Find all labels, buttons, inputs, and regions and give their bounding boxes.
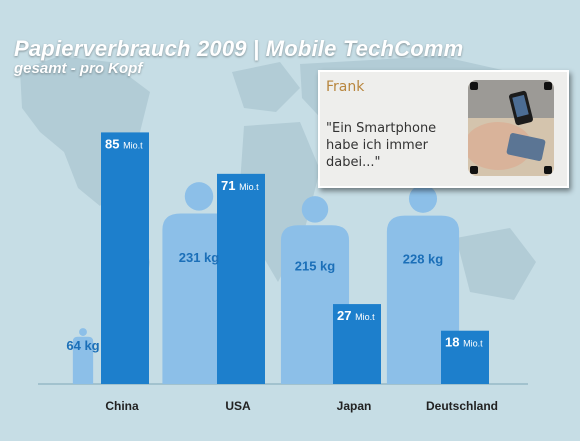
person-silhouette-china xyxy=(72,328,94,384)
title-block: Papierverbrauch 2009 | Mobile TechComm g… xyxy=(14,36,463,77)
person-head-deutschland xyxy=(408,184,438,213)
person-head-usa xyxy=(184,182,214,211)
chart-subtitle: gesamt - pro Kopf xyxy=(14,60,143,77)
person-body-china xyxy=(72,336,94,384)
category-label-japan: Japan xyxy=(337,399,372,413)
bar-japan xyxy=(333,304,381,384)
person-value-label-china: 64 kg xyxy=(66,338,99,353)
bar-deutschland xyxy=(441,330,489,384)
bar-china xyxy=(101,132,149,384)
bar-value-label-china: 85 Mio.t xyxy=(105,136,143,151)
bar-usa xyxy=(217,173,265,384)
bar-value-label-japan: 27 Mio.t xyxy=(337,308,375,323)
quote-text: "Ein Smartphone habe ich immer dabei..." xyxy=(326,121,437,170)
category-label-deutschland: Deutschland xyxy=(426,399,498,413)
category-label-usa: USA xyxy=(225,399,251,413)
person-head-china xyxy=(79,328,87,336)
smartphone-photo xyxy=(468,80,554,176)
person-value-label-usa: 231 kg xyxy=(179,250,220,265)
chart-title: Papierverbrauch 2009 | Mobile TechComm xyxy=(14,36,464,61)
person-silhouette-japan xyxy=(280,196,350,384)
bar-value-label-deutschland: 18 Mio.t xyxy=(445,335,483,350)
quote-name: Frank xyxy=(326,79,365,95)
quote-box: Frank "Ein Smartphone habe ich immer dab… xyxy=(318,70,569,188)
person-value-label-deutschland: 228 kg xyxy=(403,252,444,267)
person-value-label-japan: 215 kg xyxy=(295,258,336,273)
person-body-japan xyxy=(280,225,350,384)
person-head-japan xyxy=(301,196,329,223)
bar-value-label-usa: 71 Mio.t xyxy=(221,178,259,193)
category-label-china: China xyxy=(105,399,139,413)
